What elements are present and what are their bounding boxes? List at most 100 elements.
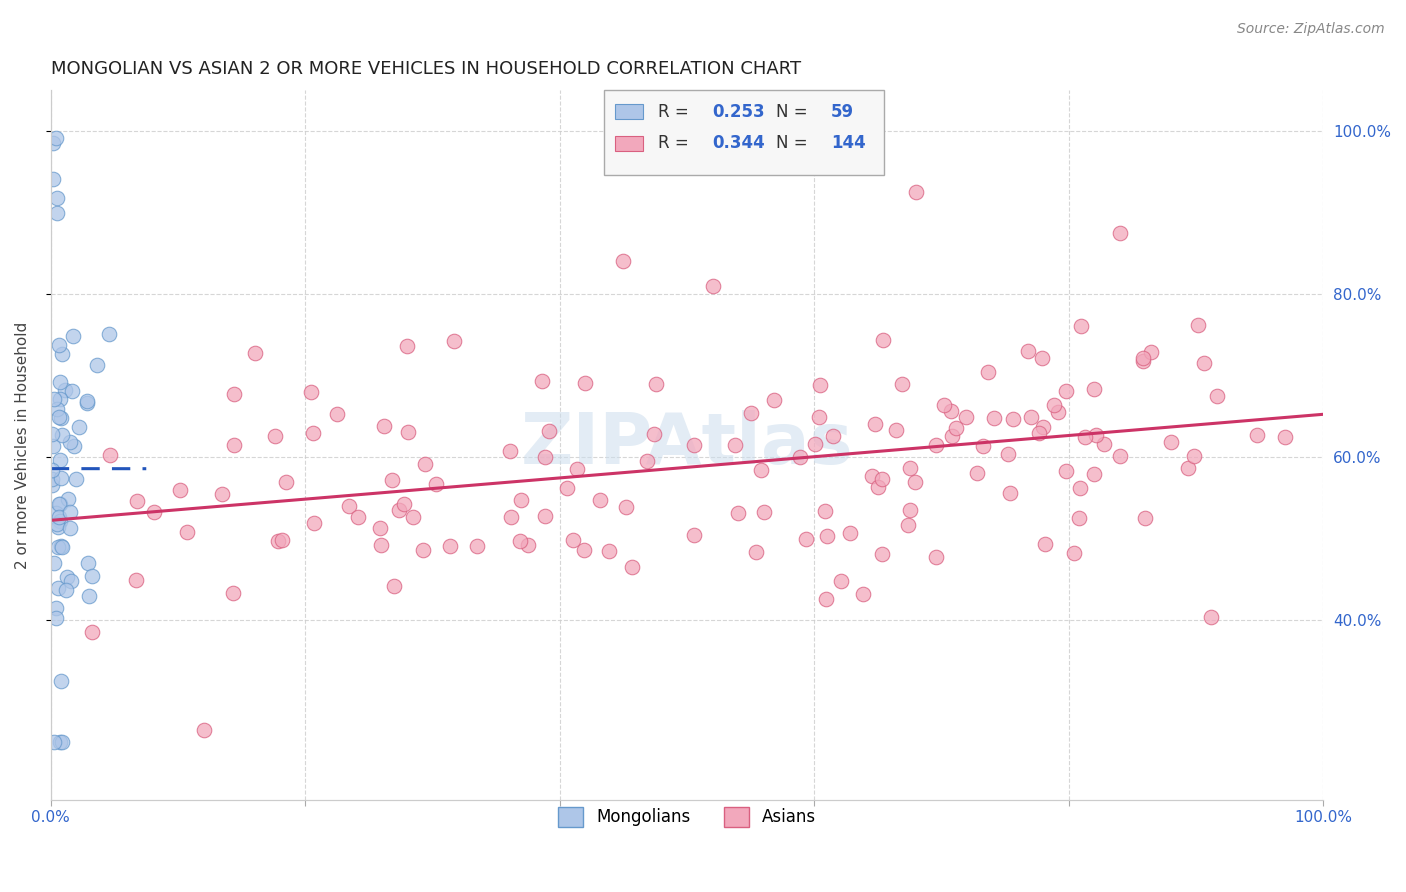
Point [59,521,82,535]
Text: 0.253: 0.253 [713,103,765,120]
Point [941,429,963,443]
Point [808,409,831,424]
Point [80,624,103,639]
Point [51,735,73,749]
Point [299,385,322,400]
Point [381,474,404,488]
Point [41,426,63,441]
Point [51,674,73,689]
Point [683,527,706,541]
Point [1074,430,1097,444]
Point [839,525,862,540]
Point [945,421,967,435]
Point [872,547,894,561]
Point [1092,436,1115,450]
Text: N =: N = [776,103,813,120]
Point [516,538,538,552]
Point [125,573,148,587]
Point [815,591,838,606]
Point [143,505,166,519]
Point [42,735,65,749]
Point [1083,467,1105,481]
Point [612,254,634,268]
Point [401,510,423,524]
Point [1108,226,1130,240]
Point [1019,410,1042,425]
Point [1133,511,1156,525]
Point [598,544,620,558]
Point [76,556,98,570]
Point [763,392,786,407]
Point [1001,411,1024,425]
Point [1192,356,1215,370]
Point [537,424,560,438]
Point [45,611,67,625]
Point [683,438,706,452]
Point [465,539,488,553]
Point [589,493,612,508]
Point [794,532,817,546]
Point [1000,486,1022,500]
Point [898,502,921,516]
Y-axis label: 2 or more Vehicles in Household: 2 or more Vehicles in Household [15,321,30,568]
Point [51,540,73,554]
Point [509,534,531,549]
Point [1109,449,1132,463]
Point [45,130,67,145]
Point [301,425,323,440]
Point [51,347,73,361]
Point [45,506,67,520]
Text: R =: R = [658,135,693,153]
Point [815,529,838,543]
Point [531,374,554,388]
Point [222,586,245,600]
Point [60,384,83,398]
Point [932,398,955,412]
Point [42,136,65,151]
Point [98,448,121,462]
Point [211,487,233,501]
Text: 0.344: 0.344 [713,135,765,153]
Point [645,376,668,391]
Point [48,338,70,352]
Point [534,509,557,524]
Text: Source: ZipAtlas.com: Source: ZipAtlas.com [1237,22,1385,37]
Point [745,545,768,559]
Point [534,450,557,464]
Point [754,505,776,519]
Point [49,452,72,467]
Point [396,425,419,439]
Point [425,476,447,491]
Point [860,468,883,483]
Point [1032,419,1054,434]
Point [59,434,82,449]
Point [749,463,772,477]
Text: 144: 144 [831,135,866,153]
Point [616,500,638,515]
Point [872,334,894,348]
Point [810,378,832,392]
Point [1054,463,1077,477]
Point [98,326,121,341]
Point [1132,351,1154,365]
Point [1085,428,1108,442]
Point [872,472,894,486]
Point [572,543,595,558]
Point [562,533,585,548]
Point [49,471,72,485]
Point [905,185,928,199]
Point [983,410,1005,425]
Point [977,365,1000,379]
Point [55,582,77,597]
Point [41,472,63,486]
Point [804,437,827,451]
Point [1139,345,1161,359]
Point [1160,434,1182,449]
Point [77,589,100,603]
Point [48,509,70,524]
Point [46,520,69,534]
Point [1206,389,1229,403]
Legend: Mongolians, Asians: Mongolians, Asians [551,800,823,834]
Point [48,497,70,511]
Point [267,534,290,549]
